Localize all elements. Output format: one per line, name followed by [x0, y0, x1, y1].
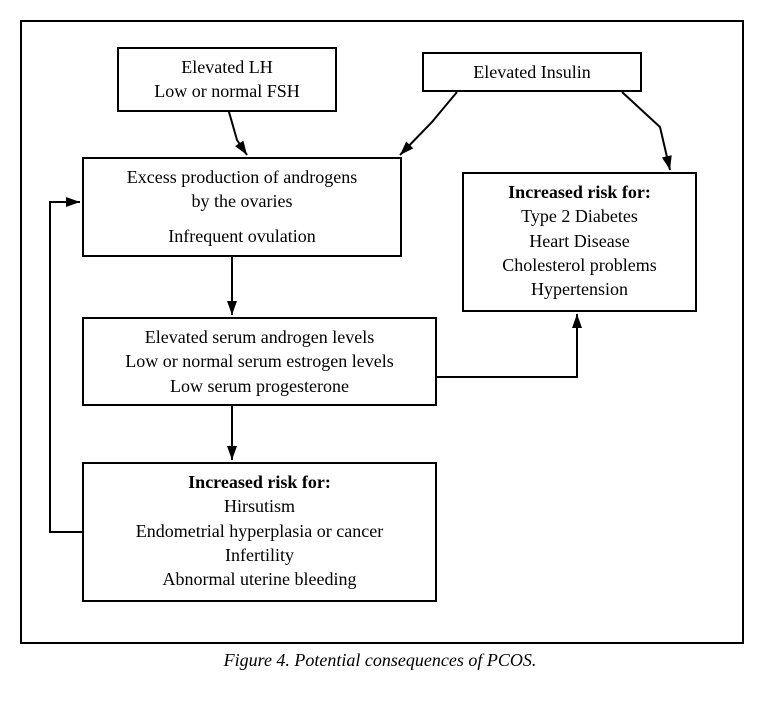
node-risk_metabolic: Increased risk for:Type 2 DiabetesHeart …: [462, 172, 697, 312]
arrowhead-serum_to_metabolic: [572, 314, 582, 328]
arrow-insulin_to_androgen: [400, 92, 457, 155]
node-androgen_prod-line: [94, 214, 390, 225]
figure-caption: Figure 4. Potential consequences of PCOS…: [20, 650, 740, 671]
arrowhead-lh_to_androgen: [235, 141, 247, 155]
arrow-insulin_to_metabolic: [622, 92, 670, 170]
node-risk_repro-line: Endometrial hyperplasia or cancer: [94, 519, 425, 543]
node-insulin: Elevated Insulin: [422, 52, 642, 92]
node-risk_metabolic-line: Type 2 Diabetes: [474, 204, 685, 228]
node-lh_fsh-line: Elevated LH: [129, 55, 325, 79]
arrow-serum_to_metabolic: [437, 314, 577, 377]
node-lh_fsh: Elevated LHLow or normal FSH: [117, 47, 337, 112]
node-risk_repro-line: Abnormal uterine bleeding: [94, 567, 425, 591]
node-risk_metabolic-line: Cholesterol problems: [474, 253, 685, 277]
arrow-lh_to_androgen: [227, 105, 247, 155]
node-serum_levels-line: Low or normal serum estrogen levels: [94, 349, 425, 373]
node-androgen_prod-line: Infrequent ovulation: [94, 224, 390, 248]
node-risk_repro-line: Hirsutism: [94, 494, 425, 518]
arrow-feedback_left: [50, 202, 82, 532]
node-risk_metabolic-line: Hypertension: [474, 277, 685, 301]
diagram-frame: Elevated LHLow or normal FSH Elevated Ins…: [20, 20, 744, 644]
arrowhead-insulin_to_metabolic: [662, 155, 672, 170]
node-lh_fsh-line: Low or normal FSH: [129, 79, 325, 103]
node-risk_repro-line: Infertility: [94, 543, 425, 567]
arrowhead-feedback_left: [66, 197, 80, 207]
arrowhead-insulin_to_androgen: [400, 141, 413, 155]
node-serum_levels-line: Low serum progesterone: [94, 374, 425, 398]
arrowhead-serum_to_repro: [227, 446, 237, 460]
node-risk_metabolic-line: Increased risk for:: [474, 180, 685, 204]
node-risk_repro: Increased risk for:HirsutismEndometrial …: [82, 462, 437, 602]
node-risk_metabolic-line: Heart Disease: [474, 229, 685, 253]
arrowhead-androgen_to_serum: [227, 301, 237, 315]
node-androgen_prod-line: Excess production of androgens: [94, 165, 390, 189]
node-insulin-line: Elevated Insulin: [434, 60, 630, 84]
node-serum_levels: Elevated serum androgen levelsLow or nor…: [82, 317, 437, 406]
node-risk_repro-line: Increased risk for:: [94, 470, 425, 494]
node-androgen_prod: Excess production of androgensby the ova…: [82, 157, 402, 257]
node-serum_levels-line: Elevated serum androgen levels: [94, 325, 425, 349]
